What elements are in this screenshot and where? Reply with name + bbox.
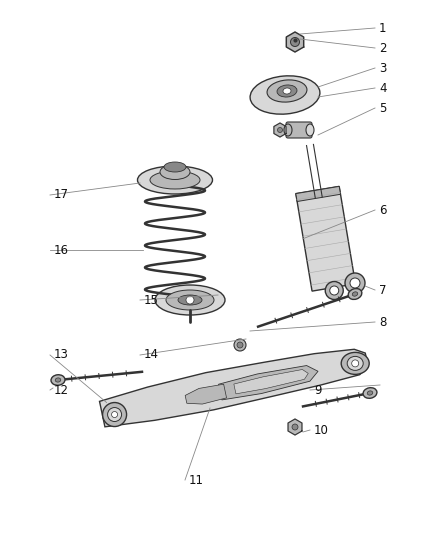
- Text: 14: 14: [144, 349, 159, 361]
- Ellipse shape: [108, 408, 122, 422]
- Ellipse shape: [102, 402, 127, 426]
- Polygon shape: [234, 369, 308, 394]
- Text: 15: 15: [144, 294, 159, 306]
- Ellipse shape: [352, 360, 359, 367]
- Ellipse shape: [267, 80, 307, 102]
- Text: 16: 16: [54, 244, 69, 256]
- Text: 9: 9: [314, 384, 321, 397]
- Text: 17: 17: [54, 189, 69, 201]
- FancyBboxPatch shape: [286, 122, 312, 138]
- Ellipse shape: [155, 285, 225, 315]
- Ellipse shape: [138, 166, 212, 194]
- Ellipse shape: [284, 124, 292, 136]
- Ellipse shape: [367, 391, 373, 395]
- Polygon shape: [185, 384, 226, 404]
- Polygon shape: [99, 349, 368, 427]
- Ellipse shape: [325, 281, 343, 300]
- Polygon shape: [296, 187, 356, 291]
- Ellipse shape: [164, 162, 186, 172]
- Polygon shape: [296, 187, 340, 201]
- Ellipse shape: [234, 339, 246, 351]
- Text: 1: 1: [379, 21, 386, 35]
- Ellipse shape: [250, 76, 320, 114]
- Text: 12: 12: [54, 384, 69, 397]
- Ellipse shape: [330, 286, 339, 295]
- Polygon shape: [286, 32, 304, 52]
- Text: 7: 7: [379, 284, 386, 296]
- Text: 2: 2: [379, 42, 386, 54]
- Ellipse shape: [345, 273, 365, 293]
- Ellipse shape: [350, 278, 360, 288]
- Polygon shape: [288, 419, 302, 435]
- Text: 10: 10: [314, 424, 329, 437]
- Text: 13: 13: [54, 349, 69, 361]
- Ellipse shape: [278, 127, 283, 133]
- Ellipse shape: [292, 424, 298, 430]
- Ellipse shape: [363, 387, 377, 398]
- Text: 4: 4: [379, 82, 386, 94]
- Ellipse shape: [341, 352, 369, 374]
- Ellipse shape: [290, 37, 300, 46]
- Text: 3: 3: [379, 61, 386, 75]
- Ellipse shape: [112, 411, 117, 417]
- Ellipse shape: [237, 342, 243, 348]
- Ellipse shape: [166, 290, 214, 310]
- Ellipse shape: [160, 165, 190, 180]
- Ellipse shape: [55, 378, 61, 382]
- Ellipse shape: [348, 288, 362, 300]
- Ellipse shape: [178, 295, 202, 305]
- Polygon shape: [219, 366, 318, 400]
- Text: 8: 8: [379, 316, 386, 328]
- Text: 11: 11: [189, 473, 204, 487]
- Ellipse shape: [347, 357, 363, 370]
- Ellipse shape: [306, 124, 314, 136]
- Ellipse shape: [186, 296, 194, 304]
- Ellipse shape: [150, 171, 200, 189]
- Ellipse shape: [352, 292, 358, 296]
- Text: 6: 6: [379, 204, 386, 216]
- Ellipse shape: [283, 88, 291, 94]
- Ellipse shape: [51, 375, 65, 385]
- Text: 5: 5: [379, 101, 386, 115]
- Polygon shape: [274, 123, 286, 137]
- Ellipse shape: [277, 85, 297, 97]
